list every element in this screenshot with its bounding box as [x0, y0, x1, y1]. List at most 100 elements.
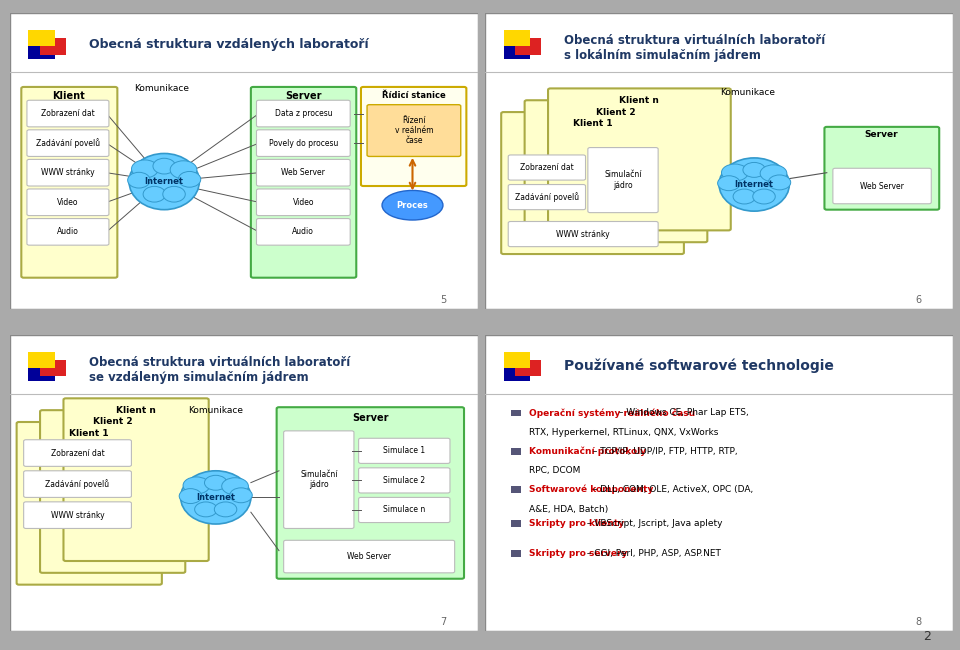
- Ellipse shape: [183, 477, 209, 494]
- Text: Klient n: Klient n: [116, 406, 156, 415]
- FancyBboxPatch shape: [367, 105, 461, 157]
- Ellipse shape: [179, 172, 201, 187]
- Text: Simulace 1: Simulace 1: [383, 447, 425, 456]
- Text: Klient 2: Klient 2: [596, 108, 636, 116]
- FancyBboxPatch shape: [485, 13, 953, 309]
- Ellipse shape: [180, 489, 202, 504]
- Ellipse shape: [719, 158, 789, 211]
- Ellipse shape: [214, 502, 237, 517]
- Ellipse shape: [229, 488, 252, 502]
- Text: 8: 8: [916, 617, 922, 627]
- FancyBboxPatch shape: [256, 130, 350, 157]
- FancyBboxPatch shape: [10, 335, 478, 630]
- Text: Simulační
jádro: Simulační jádro: [604, 170, 641, 190]
- FancyBboxPatch shape: [511, 448, 521, 454]
- FancyBboxPatch shape: [361, 87, 467, 186]
- FancyBboxPatch shape: [504, 30, 530, 46]
- Text: RPC, DCOM: RPC, DCOM: [529, 466, 581, 475]
- FancyBboxPatch shape: [27, 159, 108, 186]
- Text: Zadávání povelů: Zadávání povelů: [45, 479, 109, 489]
- FancyBboxPatch shape: [485, 335, 953, 630]
- FancyBboxPatch shape: [27, 218, 108, 245]
- Text: Web Server: Web Server: [281, 168, 325, 177]
- Text: Server: Server: [285, 91, 322, 101]
- Ellipse shape: [128, 172, 150, 188]
- Ellipse shape: [180, 471, 251, 524]
- Text: Používané softwarové technologie: Používané softwarové technologie: [564, 359, 834, 373]
- Text: Proces: Proces: [396, 201, 428, 210]
- Text: – TCP/IP, UDP/IP, FTP, HTTP, RTP,: – TCP/IP, UDP/IP, FTP, HTTP, RTP,: [590, 447, 738, 456]
- Text: Video: Video: [58, 198, 79, 207]
- Ellipse shape: [153, 158, 176, 174]
- FancyBboxPatch shape: [283, 540, 455, 573]
- FancyBboxPatch shape: [548, 88, 731, 230]
- Text: Web Server: Web Server: [860, 181, 904, 190]
- FancyBboxPatch shape: [24, 440, 132, 466]
- FancyBboxPatch shape: [508, 222, 659, 246]
- Text: Zobrazení dat: Zobrazení dat: [41, 109, 95, 118]
- Text: Internet: Internet: [145, 177, 183, 186]
- FancyBboxPatch shape: [256, 218, 350, 245]
- Text: – DLL, COM, OLE, ActiveX, OPC (DA,: – DLL, COM, OLE, ActiveX, OPC (DA,: [590, 485, 754, 494]
- FancyBboxPatch shape: [256, 159, 350, 186]
- FancyBboxPatch shape: [359, 497, 450, 523]
- FancyBboxPatch shape: [833, 168, 931, 203]
- Text: Internet: Internet: [196, 493, 235, 502]
- FancyBboxPatch shape: [515, 360, 541, 376]
- FancyBboxPatch shape: [588, 148, 659, 213]
- FancyBboxPatch shape: [359, 468, 450, 493]
- Ellipse shape: [768, 175, 791, 190]
- FancyBboxPatch shape: [29, 364, 55, 381]
- Ellipse shape: [204, 475, 227, 490]
- Text: RTX, Hyperkernel, RTLinux, QNX, VxWorks: RTX, Hyperkernel, RTLinux, QNX, VxWorks: [529, 428, 719, 437]
- FancyBboxPatch shape: [276, 407, 464, 578]
- FancyBboxPatch shape: [39, 38, 66, 55]
- FancyBboxPatch shape: [27, 100, 108, 127]
- FancyBboxPatch shape: [515, 38, 541, 55]
- Text: Operační systémy reálného času: Operační systémy reálného času: [529, 408, 695, 417]
- FancyBboxPatch shape: [29, 30, 55, 46]
- Ellipse shape: [129, 153, 200, 210]
- Text: Komunikační protokoly: Komunikační protokoly: [529, 447, 646, 456]
- Text: WWW stránky: WWW stránky: [557, 229, 610, 239]
- FancyBboxPatch shape: [251, 87, 356, 278]
- Text: Zobrazení dat: Zobrazení dat: [520, 163, 574, 172]
- Text: 5: 5: [441, 295, 446, 305]
- FancyBboxPatch shape: [511, 521, 521, 527]
- FancyBboxPatch shape: [504, 352, 530, 368]
- FancyBboxPatch shape: [29, 352, 55, 368]
- Text: Obecná struktura virtuálních laboratoří
s lokálním simulačním jádrem: Obecná struktura virtuálních laboratoří …: [564, 34, 826, 62]
- Text: WWW stránky: WWW stránky: [51, 511, 105, 519]
- Ellipse shape: [170, 161, 197, 179]
- FancyBboxPatch shape: [63, 398, 208, 561]
- FancyBboxPatch shape: [511, 550, 521, 556]
- Ellipse shape: [760, 165, 787, 182]
- FancyBboxPatch shape: [27, 130, 108, 157]
- Ellipse shape: [733, 189, 756, 204]
- Text: Řídicí stanice: Řídicí stanice: [381, 91, 445, 100]
- Text: Klient 1: Klient 1: [69, 430, 109, 438]
- FancyBboxPatch shape: [504, 364, 530, 381]
- FancyBboxPatch shape: [39, 360, 66, 376]
- Ellipse shape: [222, 478, 249, 495]
- Text: – CGI, Perl, PHP, ASP, ASP.NET: – CGI, Perl, PHP, ASP, ASP.NET: [585, 549, 721, 558]
- FancyBboxPatch shape: [524, 100, 708, 242]
- Ellipse shape: [382, 190, 443, 220]
- Text: Povely do procesu: Povely do procesu: [269, 138, 338, 148]
- Ellipse shape: [195, 502, 217, 517]
- Ellipse shape: [743, 162, 765, 177]
- Ellipse shape: [132, 160, 158, 178]
- Ellipse shape: [718, 176, 740, 190]
- FancyBboxPatch shape: [504, 42, 530, 59]
- FancyBboxPatch shape: [256, 189, 350, 216]
- FancyBboxPatch shape: [256, 100, 350, 127]
- Text: 2: 2: [924, 630, 931, 644]
- Ellipse shape: [753, 189, 776, 204]
- Text: Simulace n: Simulace n: [383, 506, 425, 515]
- Text: Simulační
jádro: Simulační jádro: [300, 470, 338, 489]
- Ellipse shape: [163, 187, 185, 202]
- Text: Simulace 2: Simulace 2: [383, 476, 425, 485]
- Text: 7: 7: [441, 617, 446, 627]
- FancyBboxPatch shape: [511, 410, 521, 416]
- FancyBboxPatch shape: [10, 13, 478, 309]
